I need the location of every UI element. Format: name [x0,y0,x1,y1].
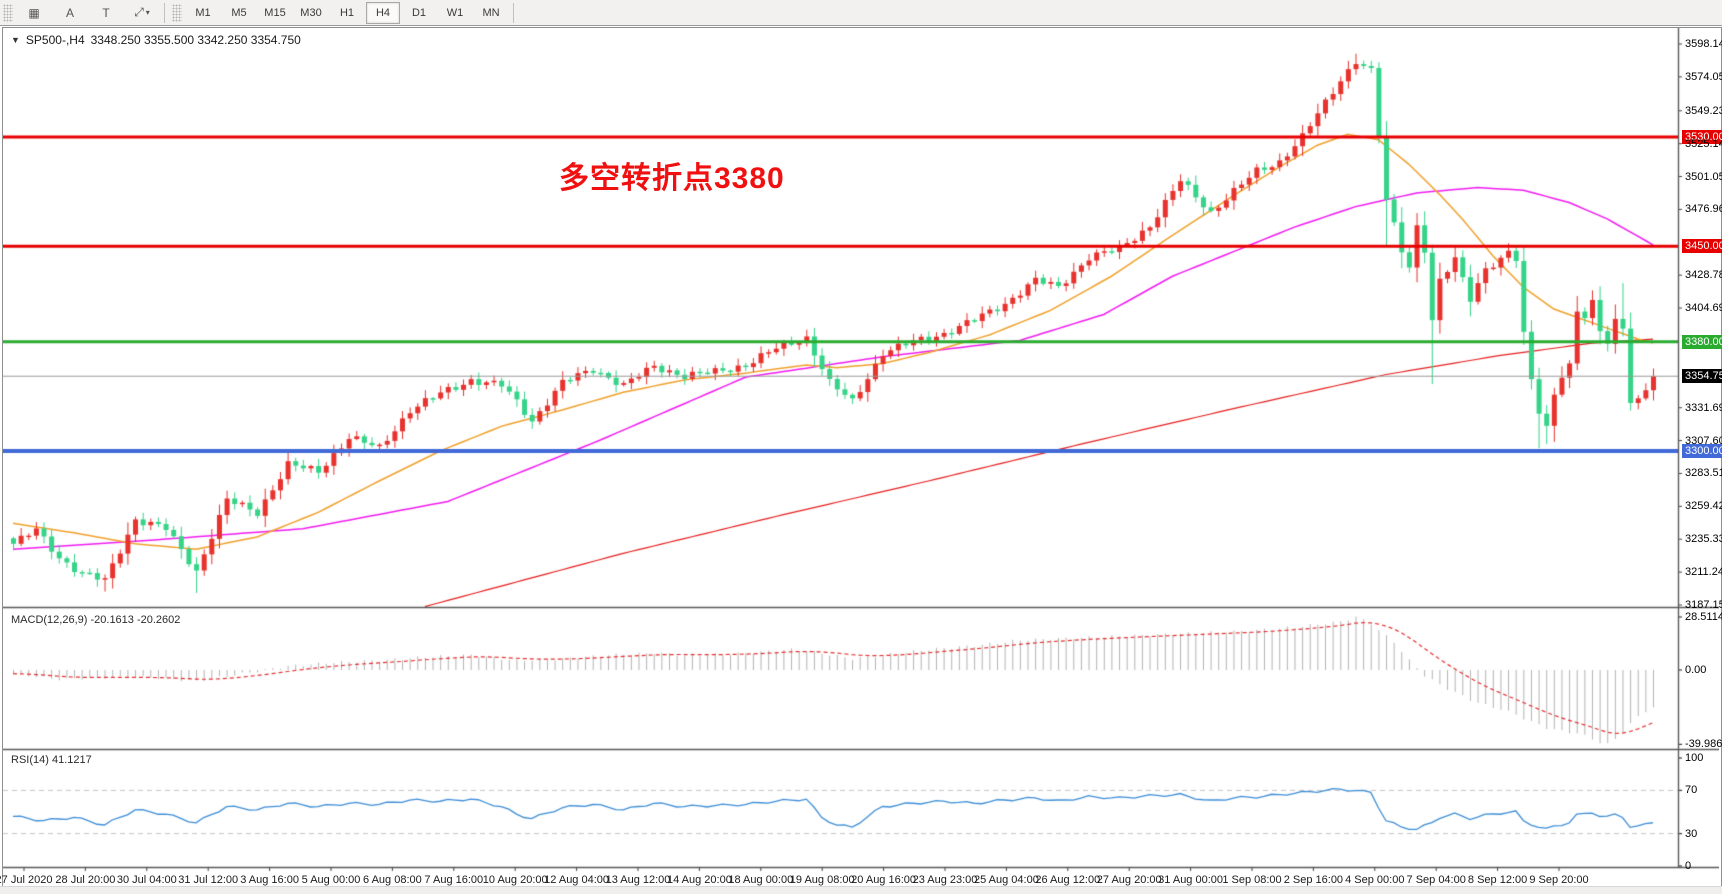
grid-icon[interactable]: ▦ [28,5,40,20]
current-price-tag: 3354.750 [1682,369,1722,384]
price-axis-tick: 3574.050 [1685,70,1722,83]
timeframe-button-m30[interactable]: M30 [300,6,322,19]
arrange-objects-icon[interactable]: ⤢ ▾ [134,5,150,19]
date-axis-label: 6 Aug 08:00 [363,874,422,886]
toolbar-drag-handle-2[interactable] [172,3,182,22]
macd-scale-tick: 28.5114 [1685,610,1722,623]
text-label-tool-icon[interactable]: A [65,5,74,20]
price-axis-tick: 3476.960 [1685,203,1722,216]
hline-price-tag-3450.000: 3450.000 [1682,239,1722,254]
date-axis-label: 31 Jul 12:00 [178,874,239,886]
price-axis-tick: 3525.140 [1685,137,1722,150]
text-box-tool-icon[interactable]: T [102,5,110,20]
date-axis-label: 19 Aug 08:00 [789,874,855,886]
timeframe-button-m1[interactable]: M1 [195,6,211,19]
collapse-chart-icon[interactable]: ▼ [11,35,20,45]
date-axis-label: 27 Jul 2020 [0,874,53,886]
toolbar-separator-2 [513,2,514,23]
price-axis-tick: 3549.230 [1685,104,1722,117]
timeframe-button-h1[interactable]: H1 [339,6,355,19]
date-axis-label: 2 Sep 16:00 [1283,874,1344,886]
timeframe-button-m5[interactable]: M5 [231,6,247,19]
macd-scale-tick: -39.9869 [1685,738,1722,751]
price-axis-tick: 3235.330 [1685,533,1722,546]
price-axis-tick: 3404.690 [1685,302,1722,315]
rsi-scale-tick: 0 [1685,860,1692,872]
timeframe-button-group: M1 M5 M15 M30 H1 H4 D1 W1 MN [185,1,509,24]
toolbar-separator [164,2,165,23]
hline-price-tag-3300.000: 3300.000 [1682,443,1722,458]
ohlc-values-label: 3348.250 3355.500 3342.250 3354.750 [90,33,301,47]
date-axis-label: 7 Aug 16:00 [424,874,484,886]
rsi-indicator-label: RSI(14) 41.1217 [11,754,92,766]
timeframe-button-m15[interactable]: M15 [264,6,286,19]
price-axis-tick: 3331.690 [1685,401,1722,414]
hline-price-tag-3380.000: 3380.000 [1682,334,1722,349]
timeframe-button-mn[interactable]: MN [482,6,500,19]
date-axis-label: 30 Jul 04:00 [116,874,177,886]
symbol-period-label: SP500-,H4 [25,33,85,47]
date-axis-label: 28 Jul 20:00 [55,874,116,886]
date-axis-label: 26 Aug 12:00 [1035,874,1101,886]
date-axis-label: 20 Aug 16:00 [851,874,917,886]
dropdown-caret-icon[interactable]: ▾ [145,8,150,17]
date-axis-label: 10 Aug 20:00 [482,874,548,886]
price-axis-tick: 3211.240 [1685,566,1722,579]
price-axis-tick: 3428.780 [1685,269,1722,282]
macd-scale-tick: 0.00 [1685,664,1707,676]
rsi-scale-tick: 100 [1685,752,1704,764]
price-axis-tick: 3598.140 [1685,38,1722,50]
price-axis-tick: 3307.600 [1685,434,1722,447]
date-axis-label: 14 Aug 20:00 [666,874,732,886]
bottom-strip [0,886,1722,894]
date-axis-label: 23 Aug 23:00 [912,874,978,886]
timeframe-button-d1[interactable]: D1 [411,6,427,19]
date-axis-label: 7 Sep 04:00 [1406,874,1466,886]
date-axis-label: 5 Aug 00:00 [301,874,361,886]
timeframe-button-w1[interactable]: W1 [446,6,464,19]
symbol-title: ▼ SP500-,H4 3348.250 3355.500 3342.250 3… [11,33,301,47]
date-axis-label: 12 Aug 04:00 [544,874,610,886]
rsi-scale-tick: 30 [1685,827,1698,840]
price-axis-tick: 3283.510 [1685,467,1722,480]
date-axis-label: 9 Sep 20:00 [1529,874,1589,886]
date-axis-label: 8 Sep 12:00 [1467,874,1528,886]
date-axis-label: 31 Aug 00:00 [1158,874,1224,886]
price-axis-tick: 3501.050 [1685,170,1722,183]
date-axis-label: 4 Sep 00:00 [1345,874,1405,886]
date-axis-label: 25 Aug 04:00 [973,874,1039,886]
rsi-scale-tick: 70 [1685,784,1698,797]
hline-price-tag-3530.000: 3530.000 [1682,130,1722,144]
price-chart-canvas[interactable] [3,28,1719,884]
price-axis-tick: 3259.420 [1685,500,1722,513]
chart-annotation-text[interactable]: 多空转折点3380 [559,162,785,195]
date-axis-label: 1 Sep 08:00 [1222,874,1282,886]
main-toolbar: ▦ A T ⤢ ▾ M1 M5 M15 M30 H1 H4 D1 W1 MN [0,0,1722,26]
date-axis-label: 13 Aug 12:00 [605,874,671,886]
date-axis-label: 18 Aug 00:00 [728,874,794,886]
date-axis-label: 3 Aug 16:00 [240,874,299,886]
macd-indicator-label: MACD(12,26,9) -20.1613 -20.2602 [11,614,181,626]
price-axis-tick: 3187.150 [1685,599,1722,611]
toolbar-drag-handle[interactable] [3,3,13,22]
timeframe-button-h4[interactable]: H4 [366,1,400,24]
chart-window: ▼ SP500-,H4 3348.250 3355.500 3342.250 3… [0,27,1722,887]
tool-icon-group: ▦ A T ⤢ ▾ [16,2,160,24]
date-axis-label: 27 Aug 20:00 [1096,874,1162,886]
